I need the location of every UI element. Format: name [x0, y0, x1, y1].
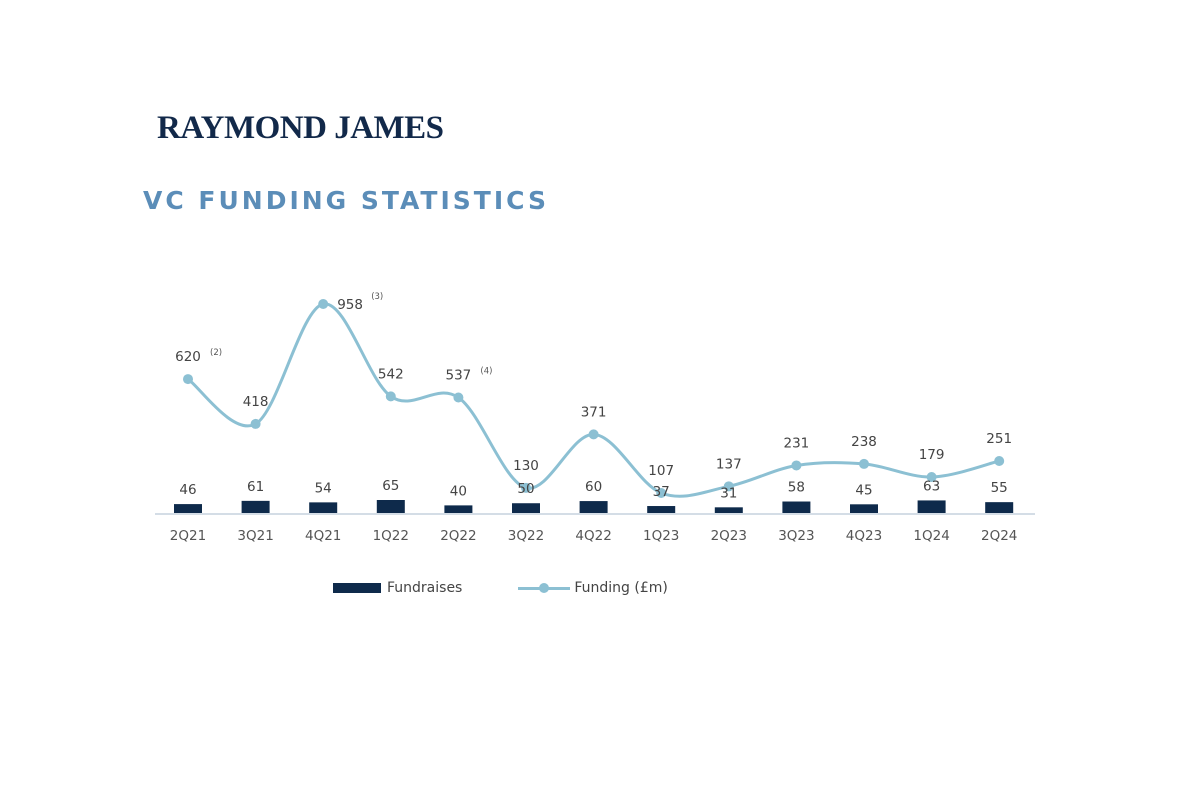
point-4Q22: [588, 429, 599, 440]
footnote-2Q21: (2): [210, 348, 222, 358]
x-tick-3Q22: 3Q22: [508, 528, 544, 544]
point-1Q22: [385, 391, 396, 402]
bar-label-2Q24: 55: [991, 480, 1008, 496]
bar-label-1Q22: 65: [382, 478, 399, 494]
point-1Q23: [656, 488, 667, 498]
point-label-4Q21: 958: [337, 297, 363, 313]
bar-label-4Q22: 60: [585, 479, 602, 495]
point-label-1Q22: 542: [378, 366, 404, 382]
bar-2Q21: [174, 504, 202, 514]
bar-1Q24: [917, 500, 946, 514]
bar-4Q22: [579, 501, 608, 514]
bar-label-3Q21: 61: [247, 479, 264, 495]
bar-label-4Q21: 54: [315, 480, 332, 496]
point-1Q24: [926, 472, 937, 483]
legend-label-fundraises: Fundraises: [387, 580, 463, 596]
bar-2Q23: [714, 507, 743, 514]
footnote-2Q22: (4): [480, 367, 492, 377]
bar-1Q23: [647, 506, 676, 514]
bar-label-4Q23: 45: [855, 482, 872, 498]
point-2Q21: [183, 374, 193, 385]
x-tick-2Q22: 2Q22: [440, 528, 476, 544]
x-tick-1Q23: 1Q23: [643, 528, 679, 544]
bar-3Q21: [241, 500, 270, 514]
x-tick-1Q22: 1Q22: [373, 528, 409, 544]
bar-1Q22: [376, 500, 405, 514]
point-3Q23: [791, 460, 802, 471]
labels-layer: 46 61 54 65 40 50 60 37 31 58 45 63 55 620 418 958 542 53…: [170, 292, 1018, 544]
x-tick-1Q24: 1Q24: [913, 528, 949, 544]
bar-2Q24: [985, 502, 1014, 514]
funding-line: [187, 302, 1000, 498]
x-tick-4Q21: 4Q21: [305, 528, 341, 544]
x-tick-2Q23: 2Q23: [711, 528, 747, 544]
x-tick-4Q23: 4Q23: [846, 528, 882, 544]
point-label-3Q23: 231: [784, 435, 810, 451]
x-tick-4Q22: 4Q22: [575, 528, 611, 544]
bar-label-2Q21: 46: [179, 482, 196, 498]
x-tick-2Q24: 2Q24: [981, 528, 1017, 544]
x-tick-2Q21: 2Q21: [170, 528, 206, 544]
x-tick-3Q21: 3Q21: [237, 528, 273, 544]
bar-4Q23: [850, 504, 878, 514]
legend-label-funding: Funding (£m): [574, 580, 668, 596]
point-label-4Q23: 238: [851, 434, 877, 450]
bar-label-1Q23: 37: [653, 484, 670, 500]
point-4Q21: [318, 299, 329, 309]
legend-item-funding: Funding (£m): [462, 580, 668, 596]
point-label-2Q21: 620: [175, 349, 201, 365]
x-tick-3Q23: 3Q23: [778, 528, 814, 544]
bars-layer: [174, 500, 1014, 514]
point-label-2Q24: 251: [986, 431, 1012, 447]
point-3Q21: [250, 418, 261, 429]
bar-label-1Q24: 63: [923, 478, 940, 494]
point-2Q23: [723, 481, 734, 492]
point-2Q24: [994, 456, 1005, 467]
legend: Fundraises Funding (£m): [333, 580, 668, 596]
bar-label-2Q22: 40: [450, 483, 467, 499]
legend-bar-swatch: [333, 583, 381, 593]
point-label-4Q22: 371: [581, 404, 607, 420]
bar-label-3Q23: 58: [788, 480, 805, 496]
page-title: VC FUNDING STATISTICS: [143, 186, 549, 215]
bar-4Q21: [309, 502, 338, 514]
bar-3Q23: [782, 501, 811, 514]
point-label-1Q24: 179: [919, 447, 945, 463]
footnote-4Q21: (3): [371, 292, 383, 302]
point-2Q22: [453, 392, 464, 403]
point-label-1Q23: 107: [648, 463, 674, 479]
legend-line-swatch: [518, 582, 571, 593]
bar-label-3Q22: 50: [517, 481, 534, 497]
point-label-3Q22: 130: [513, 458, 539, 474]
point-3Q22: [521, 482, 531, 493]
point-label-2Q22: 537: [446, 368, 472, 384]
point-4Q23: [859, 458, 869, 469]
points-layer: [183, 299, 1005, 498]
bar-3Q22: [512, 503, 540, 514]
point-label-2Q23: 137: [716, 456, 742, 472]
raymond-james-logo: RAYMOND JAMES: [157, 110, 444, 146]
legend-item-fundraises: Fundraises: [333, 580, 462, 596]
bar-label-2Q23: 31: [720, 485, 737, 501]
point-label-3Q21: 418: [243, 394, 269, 410]
bar-2Q22: [444, 505, 473, 514]
